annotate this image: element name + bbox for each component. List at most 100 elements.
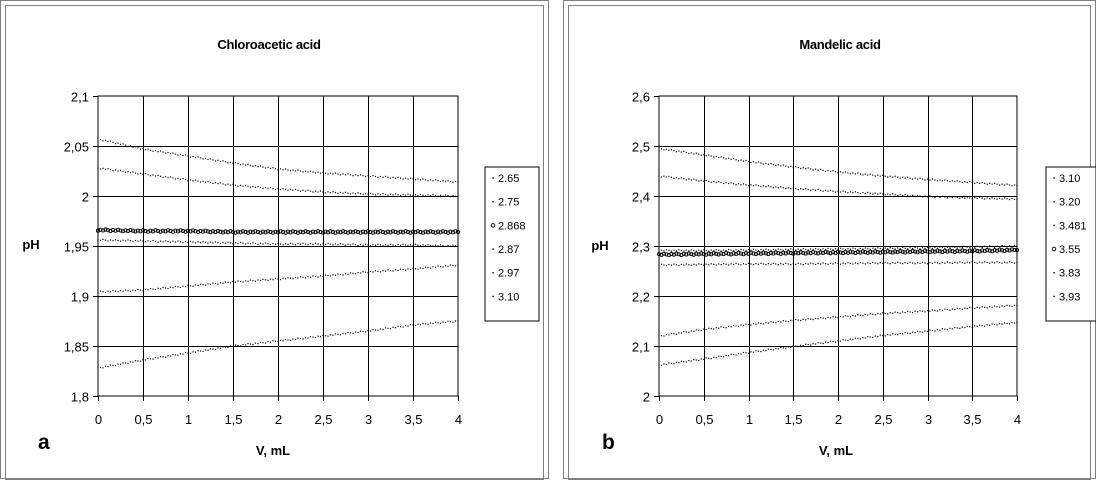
data-point xyxy=(207,180,209,183)
data-point xyxy=(921,310,924,312)
data-point xyxy=(254,186,257,188)
data-point xyxy=(337,173,339,175)
data-point xyxy=(910,248,915,254)
data-point xyxy=(668,149,670,151)
data-point xyxy=(907,176,909,178)
data-point xyxy=(147,174,149,176)
data-point xyxy=(815,168,817,170)
data-point xyxy=(104,239,107,241)
data-point xyxy=(991,306,993,308)
data-point xyxy=(981,325,983,327)
data-point xyxy=(180,228,186,234)
data-point xyxy=(939,329,941,331)
data-point xyxy=(760,162,762,164)
data-point xyxy=(149,240,152,243)
data-point xyxy=(868,249,873,254)
data-point xyxy=(264,342,267,344)
data-point xyxy=(277,341,279,343)
data-point xyxy=(347,243,349,245)
data-point xyxy=(819,168,822,170)
data-point xyxy=(822,169,824,171)
data-point xyxy=(810,248,812,250)
data-point xyxy=(902,246,904,249)
data-point xyxy=(792,263,794,265)
data-point xyxy=(182,285,184,287)
data-point xyxy=(732,183,735,185)
data-point xyxy=(304,190,307,192)
data-point xyxy=(834,316,837,318)
data-point xyxy=(98,227,103,232)
data-point xyxy=(887,334,889,336)
data-point xyxy=(829,262,832,264)
data-point xyxy=(847,339,849,342)
data-point xyxy=(715,327,717,329)
data-point xyxy=(762,349,765,351)
data-point xyxy=(1011,185,1013,187)
data-point xyxy=(810,262,812,264)
data-point xyxy=(720,355,722,358)
data-point xyxy=(700,263,702,266)
data-point xyxy=(404,244,407,246)
data-point xyxy=(369,270,372,273)
data-point xyxy=(899,248,901,250)
data-point xyxy=(872,313,874,315)
data-point xyxy=(936,262,939,264)
data-point xyxy=(187,241,189,243)
data-point xyxy=(688,178,690,180)
data-point xyxy=(217,183,219,185)
data-point xyxy=(264,186,267,189)
data-point xyxy=(710,328,712,330)
data-point xyxy=(685,151,687,154)
data-point xyxy=(279,188,282,191)
data-point xyxy=(364,331,367,333)
data-point xyxy=(367,244,369,246)
data-point xyxy=(142,173,144,175)
data-point xyxy=(394,177,397,179)
data-point xyxy=(897,247,899,249)
data-point xyxy=(914,332,916,334)
x-tick-label: 4 xyxy=(1014,412,1021,427)
data-point xyxy=(210,229,216,234)
data-point xyxy=(930,249,935,254)
data-point xyxy=(372,244,374,246)
data-point xyxy=(142,359,144,361)
data-point xyxy=(979,182,981,184)
data-point xyxy=(117,291,119,293)
data-point xyxy=(1006,322,1008,324)
data-point xyxy=(119,290,122,292)
data-point xyxy=(674,251,679,256)
data-point xyxy=(317,335,319,337)
data-point xyxy=(227,241,229,243)
data-point xyxy=(770,348,772,351)
data-point xyxy=(882,174,884,176)
data-point xyxy=(424,323,427,325)
data-point xyxy=(289,242,292,244)
data-point xyxy=(837,317,839,319)
data-point xyxy=(217,283,219,285)
series-2-87 xyxy=(97,238,459,248)
data-point xyxy=(787,321,789,323)
data-point xyxy=(857,248,859,251)
data-point xyxy=(951,197,953,199)
data-point xyxy=(235,229,241,234)
data-point xyxy=(104,291,107,293)
data-point xyxy=(663,363,665,365)
data-point xyxy=(167,355,169,357)
data-point xyxy=(772,349,774,351)
data-point xyxy=(874,192,876,194)
data-point xyxy=(979,261,981,263)
data-point xyxy=(991,245,993,248)
data-point xyxy=(114,239,117,241)
chart-svg-b: Mandelic acid b V, mL pH 0 0,5 1 1,5 2 2,5 3 3,… xyxy=(591,37,1096,458)
data-point xyxy=(725,263,727,265)
data-point xyxy=(332,191,334,193)
data-point xyxy=(154,357,157,359)
data-point xyxy=(440,229,446,234)
data-point xyxy=(902,194,904,197)
data-point xyxy=(812,188,814,191)
data-point xyxy=(971,307,973,309)
data-point xyxy=(755,350,757,352)
data-point xyxy=(294,276,297,279)
data-point xyxy=(232,183,234,185)
data-point xyxy=(710,358,712,360)
